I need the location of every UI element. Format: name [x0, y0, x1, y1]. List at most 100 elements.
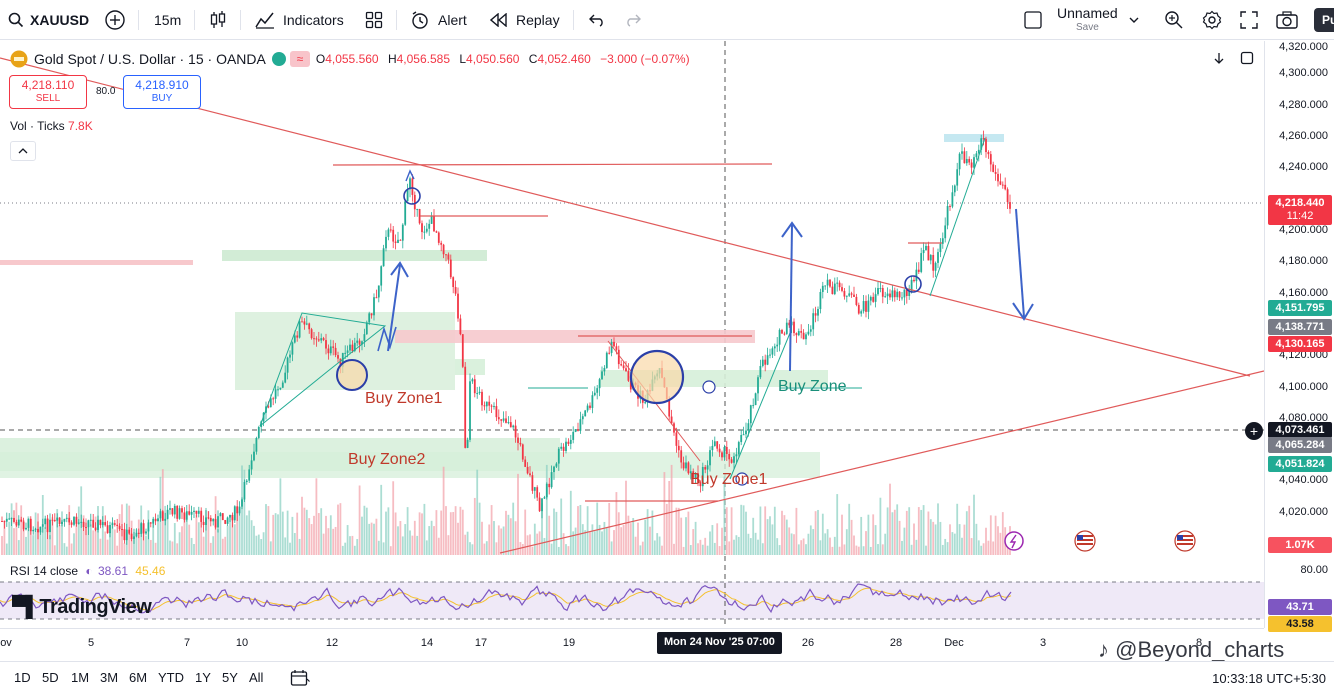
price-axis-label: 4,120.000 [1279, 349, 1328, 361]
candle-body [987, 152, 990, 155]
volume-bar [927, 511, 930, 555]
volume-bar [814, 511, 817, 555]
redo-button[interactable] [624, 0, 642, 40]
sell-button[interactable]: 4,218.110 SELL [9, 75, 87, 109]
camera-icon [1276, 11, 1298, 29]
rsi-pane[interactable]: RSI 14 close ◐ 38.61 45.46 ▀▌TradingView [0, 556, 1264, 628]
settings-button[interactable] [1202, 0, 1222, 40]
volume-bar [409, 530, 411, 555]
buy-label: BUY [151, 93, 173, 105]
volume-bar [773, 506, 776, 555]
volume-bar [951, 532, 954, 555]
symbol-title[interactable]: Gold Spot / U.S. Dollar · 15 · OANDA [34, 51, 266, 67]
volume-bar [433, 526, 435, 555]
layout-dropdown[interactable] [1128, 0, 1140, 40]
candle-body [797, 331, 800, 336]
sell-price: 4,218.110 [21, 78, 75, 93]
range-button-3m[interactable]: 3M [100, 670, 119, 685]
volume-bar [939, 521, 942, 555]
range-button-1y[interactable]: 1Y [195, 670, 211, 685]
range-button-6m[interactable]: 6M [129, 670, 148, 685]
indicators-button[interactable]: Indicators [255, 0, 344, 40]
volume-bar [884, 533, 887, 555]
range-button-ytd[interactable]: YTD [158, 670, 184, 685]
candle-body [188, 511, 191, 515]
compare-symbol-button[interactable] [104, 0, 126, 40]
volume-bar [349, 536, 351, 555]
range-button-1d[interactable]: 1D [14, 670, 31, 685]
candle-body [320, 338, 323, 341]
volume-bar [389, 546, 392, 555]
volume-bar [212, 536, 215, 555]
layout-name[interactable]: Unnamed [1057, 0, 1118, 33]
volume-bar [745, 511, 747, 555]
quick-search-button[interactable] [1164, 0, 1184, 40]
snapshot-button[interactable] [1276, 0, 1298, 40]
volume-bar [711, 525, 714, 555]
price-tag-4: 4,065.284 [1268, 437, 1332, 453]
price-chart[interactable]: Buy Zone1 Buy Zone2 Buy Zone Buy Zone1 G… [0, 41, 1264, 555]
chart-type-button[interactable] [209, 0, 227, 40]
candle-body [848, 293, 851, 296]
collapse-legend-button[interactable] [10, 141, 36, 161]
add-alert-plus-icon[interactable]: + [1245, 422, 1263, 440]
tradingview-logo[interactable]: ▀▌TradingView [12, 596, 152, 618]
range-button-all[interactable]: All [249, 670, 264, 685]
volume-bar [521, 544, 524, 555]
interval-button[interactable]: 15m [154, 0, 181, 40]
volume-bar [303, 507, 306, 555]
price-axis-label: 4,040.000 [1279, 474, 1328, 486]
candle-body [241, 499, 243, 507]
price-axis[interactable]: 4,320.000 4,300.000 4,280.000 4,260.000 4,24… [1245, 41, 1334, 632]
range-button-5d[interactable]: 5D [42, 670, 59, 685]
volume-bar [831, 546, 834, 555]
volume-bar [317, 513, 320, 555]
volume-bar [857, 546, 860, 555]
tiktok-icon: ♪ [1098, 637, 1109, 662]
candle-body [351, 344, 354, 352]
candle-body [889, 293, 891, 298]
save-label[interactable]: Save [1076, 22, 1099, 33]
volume-bar [382, 542, 385, 555]
symbol-search[interactable]: XAUUSD [8, 0, 89, 40]
volume-bar [346, 525, 349, 555]
candle-body [737, 442, 740, 455]
candle-body [430, 215, 433, 224]
fullscreen-button[interactable] [1240, 0, 1258, 40]
candle-body [742, 434, 745, 436]
volume-bar [953, 533, 956, 555]
layout-checkbox[interactable] [1024, 0, 1042, 40]
candle-body [545, 483, 548, 498]
volume-bar [759, 506, 762, 555]
maximize-icon [1240, 51, 1254, 65]
candle-body [740, 434, 743, 443]
price-axis-label: 4,180.000 [1279, 255, 1328, 267]
undo-button[interactable] [588, 0, 606, 40]
templates-button[interactable] [365, 0, 383, 40]
volume-bar [932, 521, 935, 555]
candle-body [617, 349, 620, 365]
volume-bar [109, 532, 111, 555]
candle-body [385, 236, 387, 249]
candle-body [946, 206, 949, 226]
market-open-icon [271, 52, 286, 66]
range-button-5y[interactable]: 5Y [222, 670, 238, 685]
candle-body [591, 395, 594, 408]
replay-button[interactable]: Replay [490, 0, 560, 40]
volume-bar [877, 544, 879, 555]
scroll-down-button[interactable] [1212, 51, 1230, 69]
candle-body [416, 209, 419, 211]
volume-bar [682, 546, 685, 555]
goto-date-button[interactable] [290, 669, 310, 692]
alert-button[interactable]: Alert [410, 0, 467, 40]
candle-body [245, 480, 248, 483]
publish-button[interactable]: Pu [1314, 8, 1334, 32]
alarm-clock-icon [412, 11, 428, 29]
utc-clock[interactable]: 10:33:18 UTC+5:30 [1212, 671, 1326, 686]
maximize-pane-button[interactable] [1240, 51, 1258, 69]
range-button-1m[interactable]: 1M [71, 670, 90, 685]
buy-button[interactable]: 4,218.910 BUY [123, 75, 201, 109]
volume-bar [903, 527, 906, 555]
time-axis[interactable]: ov 5 7 10 12 14 17 19 26 28 Dec 3 8 Mon 24 Nov '25 0… [0, 628, 1264, 658]
watermark: ♪ @Beyond_charts [1098, 637, 1285, 662]
